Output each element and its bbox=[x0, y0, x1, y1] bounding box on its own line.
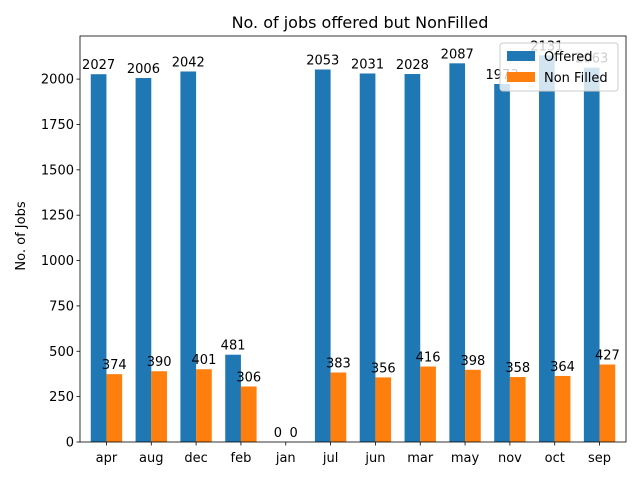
legend-label-non-filled: Non Filled bbox=[544, 71, 608, 86]
bar-offered-oct bbox=[539, 55, 555, 442]
x-tick-label-sep: sep bbox=[588, 451, 611, 466]
x-tick-label-jan: jan bbox=[275, 451, 296, 466]
bar-offered-may bbox=[449, 63, 466, 442]
data-label-offered-feb: 481 bbox=[221, 339, 246, 354]
y-tick-label-2000: 2000 bbox=[41, 73, 74, 88]
x-tick-label-aug: aug bbox=[139, 451, 163, 466]
bar-non-filled-oct bbox=[554, 375, 571, 442]
data-label-offered-jul: 2053 bbox=[306, 53, 339, 68]
data-label-non-filled-mar: 416 bbox=[416, 351, 441, 366]
data-label-offered-dec: 2042 bbox=[172, 55, 205, 70]
bar-offered-nov bbox=[494, 84, 510, 442]
x-tick-label-jun: jun bbox=[364, 451, 385, 466]
bar-non-filled-nov bbox=[509, 377, 526, 442]
legend-swatch-non-filled bbox=[507, 72, 535, 82]
data-label-non-filled-dec: 401 bbox=[192, 353, 217, 368]
y-tick-label-1500: 1500 bbox=[41, 163, 74, 178]
bar-offered-mar bbox=[404, 74, 421, 443]
data-label-non-filled-may: 398 bbox=[460, 354, 485, 369]
y-tick-label-1250: 1250 bbox=[41, 209, 74, 224]
x-tick-label-oct: oct bbox=[545, 451, 565, 466]
bar-offered-aug bbox=[135, 78, 152, 442]
chart-title: No. of jobs offered but NonFilled bbox=[232, 13, 489, 32]
bar-offered-sep bbox=[583, 67, 600, 443]
y-tick-label-1750: 1750 bbox=[41, 118, 74, 133]
data-label-non-filled-jun: 356 bbox=[371, 361, 396, 376]
data-label-non-filled-nov: 358 bbox=[505, 361, 530, 376]
x-tick-label-may: may bbox=[451, 451, 480, 466]
legend: Offered Non Filled bbox=[499, 42, 619, 92]
bar-non-filled-apr bbox=[106, 374, 123, 442]
x-tick-label-feb: feb bbox=[231, 451, 252, 466]
data-label-non-filled-jan: 0 bbox=[289, 426, 297, 441]
data-label-offered-apr: 2027 bbox=[82, 58, 115, 73]
y-tick-label-250: 250 bbox=[49, 390, 74, 405]
bar-offered-feb bbox=[225, 354, 241, 442]
bar-offered-jun bbox=[359, 73, 376, 442]
y-tick-label-750: 750 bbox=[49, 299, 74, 314]
x-tick-label-apr: apr bbox=[96, 451, 118, 466]
plot-frame bbox=[79, 35, 627, 443]
legend-swatch-offered bbox=[507, 51, 535, 61]
x-tick-label-jul: jul bbox=[322, 451, 338, 466]
y-tick-label-0: 0 bbox=[66, 436, 74, 451]
data-label-non-filled-aug: 390 bbox=[147, 355, 172, 370]
bar-non-filled-may bbox=[465, 369, 481, 442]
data-label-non-filled-feb: 306 bbox=[236, 370, 261, 385]
bar-non-filled-jun bbox=[375, 377, 392, 442]
plot-area: 2027200620424810205320312028208719732131… bbox=[41, 35, 627, 466]
bar-offered-jul bbox=[314, 69, 331, 443]
data-label-offered-jan: 0 bbox=[274, 426, 282, 441]
data-label-non-filled-sep: 427 bbox=[595, 349, 620, 364]
data-label-offered-aug: 2006 bbox=[127, 62, 160, 77]
bar-non-filled-sep bbox=[599, 364, 616, 442]
x-tick-label-mar: mar bbox=[407, 451, 434, 466]
data-label-non-filled-oct: 364 bbox=[550, 360, 575, 375]
bar-non-filled-dec bbox=[196, 369, 212, 442]
y-tick-label-1000: 1000 bbox=[41, 254, 74, 269]
bar-non-filled-feb bbox=[240, 386, 257, 442]
bar-non-filled-aug bbox=[151, 371, 167, 442]
data-label-non-filled-apr: 374 bbox=[102, 358, 127, 373]
y-axis-label: No. of Jobs bbox=[14, 201, 29, 270]
bar-offered-dec bbox=[180, 71, 197, 442]
data-label-offered-jun: 2031 bbox=[351, 57, 384, 72]
x-tick-label-dec: dec bbox=[184, 451, 207, 466]
x-tick-label-nov: nov bbox=[498, 451, 522, 466]
data-label-offered-mar: 2028 bbox=[396, 58, 429, 73]
data-label-offered-may: 2087 bbox=[441, 47, 474, 62]
legend-label-offered: Offered bbox=[544, 50, 593, 65]
y-tick-label-500: 500 bbox=[49, 345, 74, 360]
bar-offered-apr bbox=[90, 74, 107, 442]
data-label-non-filled-jul: 383 bbox=[326, 357, 351, 372]
bar-non-filled-jul bbox=[330, 372, 347, 442]
bar-non-filled-mar bbox=[420, 366, 436, 442]
